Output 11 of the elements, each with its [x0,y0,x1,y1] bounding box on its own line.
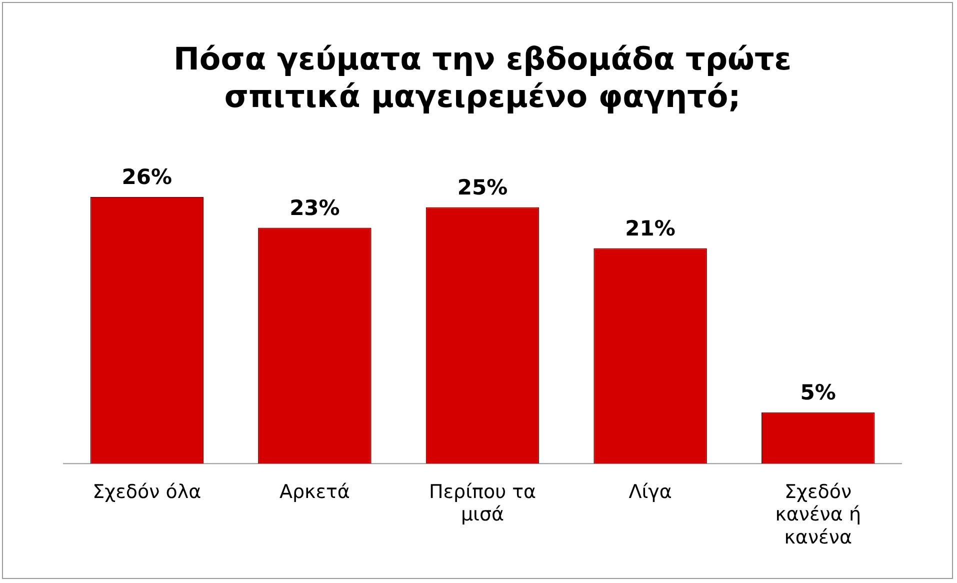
data-label: 21% [625,216,676,240]
x-tick-label: Λίγα [628,480,672,503]
x-tick-label: Σχεδόν όλα [92,480,202,503]
chart-title: Πόσα γεύματα την εβδομάδα τρώτε σπιτικά μαγειρεμένο φαγητό; [173,42,792,115]
data-label: 25% [457,175,508,200]
x-tick-label: Αρκετά [279,480,350,503]
data-label: 23% [290,196,340,220]
x-tick-label: Περίπου τα μισά [428,480,536,526]
x-tick-label: Σχεδόν κανένα ή κανένα [775,480,862,549]
data-label: 26% [122,165,172,190]
data-label: 5% [800,380,836,404]
